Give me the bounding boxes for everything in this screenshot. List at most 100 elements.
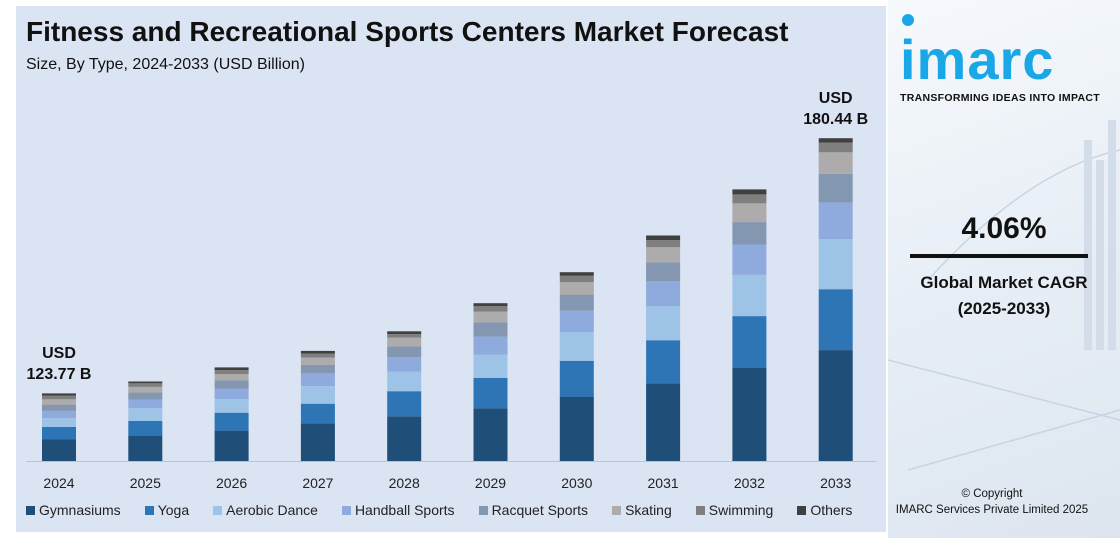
bar-segment-yoga-2024 <box>42 427 76 440</box>
bar-segment-handball-sports-2033 <box>818 202 853 240</box>
total-value-label-2033: USD 180.44 B <box>781 88 891 130</box>
bar-segment-yoga-2031 <box>646 340 681 384</box>
bar-segment-yoga-2028 <box>387 391 422 417</box>
bar-segment-handball-sports-2027 <box>300 373 335 387</box>
x-tick-label: 2030 <box>561 475 592 491</box>
bar-segment-others-2027 <box>300 350 335 354</box>
bar-segment-swimming-2026 <box>214 370 249 375</box>
bar-segment-others-2033 <box>818 138 853 143</box>
legend-label: Gymnasiums <box>39 502 121 518</box>
legend-label: Others <box>810 502 853 518</box>
copyright-line2: IMARC Services Private Limited 2025 <box>895 504 1089 516</box>
bar-stack-2031 <box>646 235 681 461</box>
total-value-label-2024: USD 123.77 B <box>4 343 114 385</box>
x-tick-label: 2032 <box>734 475 765 491</box>
x-tick-label: 2024 <box>43 475 74 491</box>
bar-segment-handball-sports-2029 <box>473 336 508 355</box>
bar-segment-swimming-2028 <box>387 333 422 338</box>
side-panel: imarc TRANSFORMING IDEAS INTO IMPACT 4.0… <box>888 0 1120 538</box>
bar-segment-aerobic-dance-2024 <box>42 418 76 427</box>
legend-item-racquet-sports: Racquet Sports <box>478 502 589 518</box>
bar-segment-gymnasiums-2028 <box>387 416 422 461</box>
chart-subtitle: Size, By Type, 2024-2033 (USD Billion) <box>26 56 305 73</box>
chart-panel: Fitness and Recreational Sports Centers … <box>16 6 886 532</box>
bar-segment-skating-2032 <box>732 203 767 223</box>
bar-segment-aerobic-dance-2029 <box>473 354 508 378</box>
cagr-divider <box>910 254 1088 258</box>
bar-stack-2028 <box>387 331 422 461</box>
x-tick-label: 2031 <box>648 475 679 491</box>
stacked-bar-chart: 2024 2025 2026 2027 2028 2029 2030 2031 2032 2033 <box>26 138 876 491</box>
bar-segment-swimming-2031 <box>646 240 681 248</box>
bar-segment-racquet-sports-2032 <box>732 222 767 245</box>
bar-segment-gymnasiums-2031 <box>646 383 681 461</box>
bar-segment-others-2030 <box>559 272 594 276</box>
bar-segment-aerobic-dance-2032 <box>732 274 767 317</box>
bar-segment-handball-sports-2031 <box>646 281 681 307</box>
bar-segment-swimming-2025 <box>128 383 163 387</box>
legend-swatch <box>695 505 705 515</box>
bar-stack-2025 <box>128 381 163 461</box>
cagr-label-line1: Global Market CAGR <box>920 273 1088 292</box>
bar-segment-racquet-sports-2030 <box>559 294 594 311</box>
bar-segment-swimming-2032 <box>732 194 767 204</box>
bar-segment-handball-sports-2024 <box>42 410 76 419</box>
bar-segment-swimming-2030 <box>559 275 594 283</box>
bar-segment-yoga-2033 <box>818 289 853 350</box>
x-tick-label: 2025 <box>130 475 161 491</box>
bar-segment-handball-sports-2025 <box>128 399 163 409</box>
legend-item-aerobic-dance: Aerobic Dance <box>213 502 318 518</box>
bar-segment-yoga-2029 <box>473 377 508 409</box>
legend-label: Swimming <box>708 502 774 518</box>
total-value-unit: USD <box>42 345 76 363</box>
bar-segment-swimming-2027 <box>300 353 335 358</box>
legend-item-others: Others <box>797 502 852 518</box>
bar-segment-skating-2030 <box>559 282 594 295</box>
bar-segment-skating-2033 <box>818 152 853 174</box>
cagr-value: 4.06% <box>961 212 1047 245</box>
bar-segment-others-2031 <box>646 235 681 240</box>
bar-segment-gymnasiums-2025 <box>128 435 163 461</box>
legend-label: Handball Sports <box>354 502 455 518</box>
legend-item-skating: Skating <box>612 502 672 518</box>
bar-segment-racquet-sports-2026 <box>214 380 249 389</box>
bar-stack-2026 <box>214 367 249 461</box>
bar-segment-swimming-2029 <box>473 306 508 312</box>
bar-segment-yoga-2030 <box>559 360 594 397</box>
bar-segment-racquet-sports-2033 <box>818 173 853 203</box>
bar-segment-gymnasiums-2027 <box>300 423 335 461</box>
total-value-amount: 123.77 B <box>26 366 92 384</box>
bar-segment-skating-2025 <box>128 386 163 393</box>
bar-segment-others-2026 <box>214 367 249 371</box>
bar-segment-skating-2028 <box>387 337 422 347</box>
bar-segment-handball-sports-2028 <box>387 357 422 372</box>
bar-segment-yoga-2026 <box>214 412 249 431</box>
bar-segment-gymnasiums-2033 <box>818 350 853 461</box>
bar-segment-gymnasiums-2029 <box>473 408 508 461</box>
bar-segment-gymnasiums-2032 <box>732 367 767 461</box>
legend-item-swimming: Swimming <box>695 502 774 518</box>
legend-swatch <box>612 505 622 515</box>
bar-segment-racquet-sports-2027 <box>300 364 335 374</box>
copyright-line1: © Copyright <box>961 488 1023 500</box>
bar-segment-yoga-2027 <box>300 403 335 424</box>
bar-segment-swimming-2033 <box>818 142 853 153</box>
bar-segment-aerobic-dance-2028 <box>387 371 422 392</box>
bar-segment-racquet-sports-2029 <box>473 322 508 337</box>
bar-stack-2030 <box>559 272 594 461</box>
bar-segment-racquet-sports-2025 <box>128 392 163 400</box>
bar-segment-skating-2026 <box>214 374 249 381</box>
bar-segment-skating-2024 <box>42 399 76 405</box>
bar-segment-aerobic-dance-2026 <box>214 399 249 413</box>
bar-segment-yoga-2025 <box>128 420 163 436</box>
bar-segment-aerobic-dance-2025 <box>128 408 163 421</box>
bar-stack-2024 <box>42 393 76 461</box>
legend-swatch <box>797 505 807 515</box>
legend-swatch <box>341 505 351 515</box>
legend-label: Yoga <box>157 502 190 518</box>
total-value-unit: USD <box>818 90 853 108</box>
cagr-label-line2: (2025-2033) <box>957 299 1051 318</box>
legend-label: Racquet Sports <box>491 502 589 518</box>
cagr-label: Global Market CAGR (2025-2033) <box>888 270 1120 322</box>
bar-segment-aerobic-dance-2027 <box>300 386 335 404</box>
